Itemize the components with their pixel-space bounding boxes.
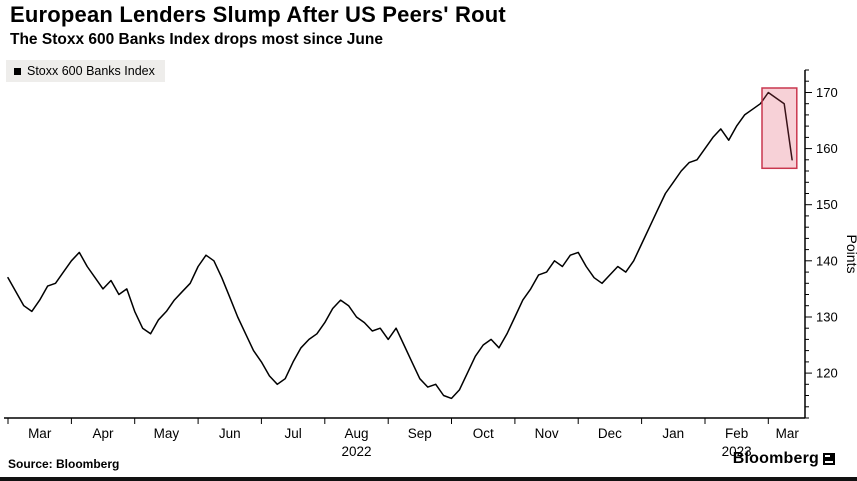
svg-text:Jun: Jun — [219, 426, 241, 441]
svg-text:2022: 2022 — [341, 444, 371, 459]
line-chart: 120 130 140 150 160 170 Points Mar Apr May Jun Jul A… — [4, 69, 857, 459]
svg-text:Jul: Jul — [284, 426, 301, 441]
page-title: European Lenders Slump After US Peers' R… — [10, 2, 506, 27]
svg-text:130: 130 — [816, 310, 838, 325]
svg-text:Aug: Aug — [344, 426, 368, 441]
bloomberg-wordmark: Bloomberg — [732, 450, 819, 467]
chart-subtitle: The Stoxx 600 Banks Index drops most sin… — [10, 31, 383, 48]
legend: Stoxx 600 Banks Index — [6, 60, 165, 82]
svg-text:Apr: Apr — [92, 426, 114, 441]
svg-text:Sep: Sep — [408, 426, 432, 441]
y-axis: 120 130 140 150 160 170 Points — [804, 69, 857, 419]
legend-label: Stoxx 600 Banks Index — [27, 64, 155, 78]
price-line — [7, 91, 793, 400]
svg-text:Dec: Dec — [598, 426, 622, 441]
svg-text:2023: 2023 — [722, 444, 752, 459]
svg-text:140: 140 — [816, 253, 838, 268]
source-note: Source: Bloomberg — [8, 457, 120, 471]
legend-marker-icon — [14, 67, 21, 75]
svg-text:160: 160 — [816, 141, 838, 156]
svg-text:170: 170 — [816, 85, 838, 100]
svg-text:Points: Points — [844, 235, 857, 274]
bloomberg-logo: Bloomberg — [733, 450, 835, 468]
svg-text:Nov: Nov — [535, 426, 559, 441]
bloomberg-terminal-icon — [823, 453, 835, 465]
svg-text:Mar: Mar — [28, 426, 52, 441]
svg-text:Mar: Mar — [776, 426, 800, 441]
svg-text:May: May — [154, 426, 180, 441]
svg-text:Oct: Oct — [473, 426, 494, 441]
svg-text:Jan: Jan — [662, 426, 684, 441]
svg-text:120: 120 — [816, 366, 838, 381]
svg-text:150: 150 — [816, 197, 838, 212]
highlight-box — [761, 87, 798, 170]
svg-text:Feb: Feb — [725, 426, 748, 441]
x-axis: Mar Apr May Jun Jul Aug Sep Oct Nov Dec Jan Feb Mar 2… — [4, 417, 805, 459]
bottom-bar — [0, 477, 857, 481]
